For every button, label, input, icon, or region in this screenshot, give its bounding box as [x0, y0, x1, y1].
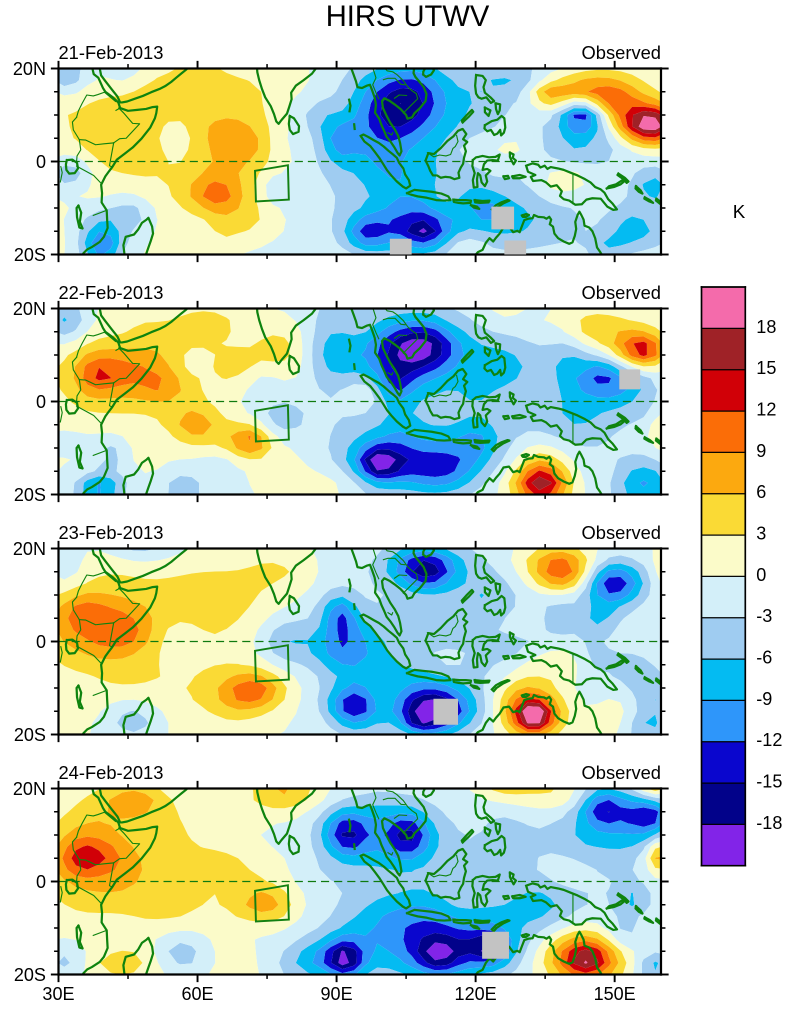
svg-text:20N: 20N: [13, 59, 46, 79]
svg-text:20S: 20S: [14, 245, 46, 265]
svg-text:20S: 20S: [14, 485, 46, 505]
svg-text:60E: 60E: [181, 984, 213, 1004]
svg-text:Observed: Observed: [582, 522, 661, 543]
svg-text:-12: -12: [756, 730, 782, 750]
svg-text:20S: 20S: [14, 965, 46, 985]
svg-text:-15: -15: [756, 772, 782, 792]
svg-text:0: 0: [36, 152, 46, 172]
svg-text:-6: -6: [756, 648, 772, 668]
svg-text:150E: 150E: [594, 984, 636, 1004]
svg-text:22-Feb-2013: 22-Feb-2013: [58, 282, 163, 303]
svg-text:23-Feb-2013: 23-Feb-2013: [58, 522, 163, 543]
svg-text:-9: -9: [756, 689, 772, 709]
svg-text:20N: 20N: [13, 779, 46, 799]
svg-text:3: 3: [756, 524, 766, 544]
svg-text:120E: 120E: [455, 984, 497, 1004]
svg-text:-3: -3: [756, 606, 772, 626]
svg-text:0: 0: [36, 392, 46, 412]
svg-text:9: 9: [756, 441, 766, 461]
svg-text:-18: -18: [756, 813, 782, 833]
svg-text:Observed: Observed: [582, 762, 661, 783]
svg-text:12: 12: [756, 400, 776, 420]
svg-text:0: 0: [756, 565, 766, 585]
svg-text:24-Feb-2013: 24-Feb-2013: [58, 762, 163, 783]
svg-text:0: 0: [36, 632, 46, 652]
svg-text:90E: 90E: [321, 984, 353, 1004]
svg-text:Observed: Observed: [582, 42, 661, 63]
svg-text:0: 0: [36, 872, 46, 892]
svg-text:K: K: [733, 201, 746, 222]
svg-text:HIRS UTWV: HIRS UTWV: [326, 1, 490, 33]
svg-text:18: 18: [756, 317, 776, 337]
svg-text:30E: 30E: [42, 984, 74, 1004]
svg-text:20S: 20S: [14, 725, 46, 745]
svg-text:20N: 20N: [13, 299, 46, 319]
svg-text:20N: 20N: [13, 539, 46, 559]
svg-text:15: 15: [756, 358, 776, 378]
svg-text:21-Feb-2013: 21-Feb-2013: [58, 42, 163, 63]
svg-text:6: 6: [756, 482, 766, 502]
svg-text:Observed: Observed: [582, 282, 661, 303]
